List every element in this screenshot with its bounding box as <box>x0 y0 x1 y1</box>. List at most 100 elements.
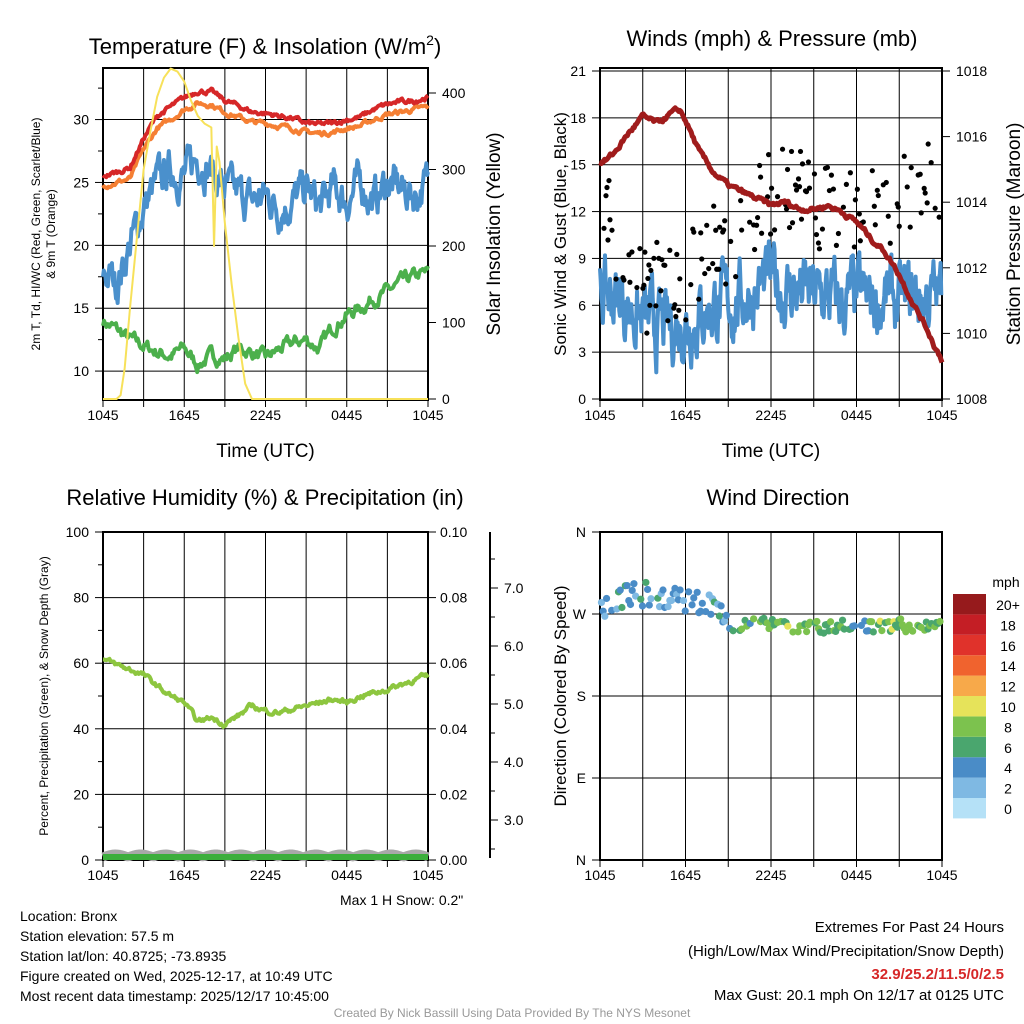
gust-point <box>918 210 924 216</box>
gust-point <box>698 230 704 236</box>
series-td <box>101 265 430 375</box>
y-axis-label-2: & 9m T (Orange) <box>44 189 58 279</box>
x-tick-label: 1045 <box>926 407 957 423</box>
gust-point <box>901 153 907 159</box>
direction-point <box>715 612 724 620</box>
y-tick-label: E <box>577 770 586 786</box>
figure-created: Figure created on Wed, 2025-12-17, at 10… <box>20 968 333 984</box>
station-info: Location: Bronx Station elevation: 57.5 … <box>20 906 333 1006</box>
x-axis-label: Time (UTC) <box>722 441 821 462</box>
direction-point <box>685 588 693 596</box>
gust-point <box>765 152 772 158</box>
y2-tick-label: 400 <box>442 85 466 101</box>
gust-point <box>757 162 763 169</box>
gust-point <box>799 161 806 167</box>
series-sonic-wind <box>598 239 944 375</box>
y-tick-label: 80 <box>73 590 89 606</box>
colorbar-swatch <box>953 716 986 737</box>
gust-point <box>676 307 682 313</box>
gust-point <box>857 238 863 244</box>
gust-point <box>908 165 914 171</box>
gust-point <box>721 227 727 233</box>
gust-point <box>887 240 893 246</box>
gust-point <box>921 185 927 191</box>
y3-tick-label: 4.0 <box>504 754 524 770</box>
direction-point <box>690 594 698 602</box>
y-tick-label: 6 <box>578 297 586 313</box>
gust-point <box>683 317 689 323</box>
gust-point <box>936 214 942 220</box>
direction-point <box>936 617 944 626</box>
colorbar-unit: mph <box>992 574 1019 590</box>
direction-point <box>789 628 797 636</box>
x-tick-label: 1645 <box>169 407 200 423</box>
gust-point <box>786 224 793 231</box>
y-axis-label: Sonic Wind & Gust (Blue, Black) <box>551 112 570 356</box>
colorbar-swatch <box>953 777 986 798</box>
y2-tick-label: 1014 <box>956 194 987 210</box>
gust-point <box>764 194 771 200</box>
series-2m-t <box>101 86 430 180</box>
gust-point <box>674 251 680 257</box>
direction-point <box>813 617 821 626</box>
gust-point <box>688 281 694 288</box>
extremes-block: Extremes For Past 24 Hours (High/Low/Max… <box>688 916 1004 1006</box>
direction-point <box>717 602 725 610</box>
direction-point <box>626 600 635 609</box>
y-tick-label: 9 <box>578 250 586 266</box>
gust-point <box>783 206 790 212</box>
colorbar-label: 2 <box>1004 781 1012 797</box>
series-precipitation <box>103 854 428 860</box>
gust-point <box>798 216 805 222</box>
y-tick-label: 30 <box>73 112 89 128</box>
y2-axis-label: Solar Insolation (Yellow) <box>484 132 505 335</box>
snow-annotation: Max 1 H Snow: 0.2" <box>340 892 464 908</box>
y-tick-label: 20 <box>73 786 89 802</box>
gust-point <box>833 242 840 248</box>
direction-point <box>676 586 684 594</box>
direction-point <box>825 627 833 635</box>
x-tick-label: 1045 <box>584 867 615 883</box>
y3-tick-label: 7.0 <box>504 580 524 596</box>
direction-point <box>623 581 631 590</box>
colorbar-swatch <box>953 736 986 758</box>
gust-point <box>658 288 664 294</box>
gust-point <box>812 215 819 221</box>
y-tick-label: N <box>576 852 586 868</box>
gust-point <box>824 164 831 171</box>
y-tick-label: 3 <box>578 344 586 360</box>
extremes-legend: (High/Low/Max Wind/Precipitation/Snow De… <box>688 943 1004 960</box>
gust-point <box>607 217 613 223</box>
gust-point <box>747 219 753 225</box>
direction-point <box>850 622 859 630</box>
direction-point <box>597 598 606 607</box>
direction-point <box>638 602 647 610</box>
x-tick-label: 1045 <box>584 407 615 423</box>
gust-point <box>819 226 826 232</box>
gust-point <box>733 274 739 280</box>
x-tick-label: 1645 <box>169 867 200 883</box>
gust-point <box>609 227 615 233</box>
y-tick-label: 60 <box>73 655 89 671</box>
gust-point <box>904 184 910 190</box>
extremes-values: 32.9/25.2/11.5/0/2.5 <box>871 966 1004 983</box>
direction-point <box>681 607 689 615</box>
gust-point <box>653 303 659 309</box>
title-superscript: 2 <box>426 32 434 48</box>
colorbar-swatch <box>953 696 986 717</box>
plot-frame <box>599 67 943 401</box>
gust-point <box>706 265 712 272</box>
x-tick-label: 0445 <box>841 867 872 883</box>
gust-point <box>641 282 647 288</box>
y2-tick-label: 0.04 <box>440 721 467 737</box>
gust-point <box>803 189 810 195</box>
gust-point <box>716 266 722 272</box>
direction-point <box>664 602 672 611</box>
gust-point <box>840 204 846 210</box>
x-tick-label: 2245 <box>755 407 786 423</box>
extremes-title: Extremes For Past 24 Hours <box>814 919 1004 936</box>
gust-point <box>646 262 652 268</box>
direction-point <box>826 618 835 626</box>
gust-point <box>621 277 627 283</box>
